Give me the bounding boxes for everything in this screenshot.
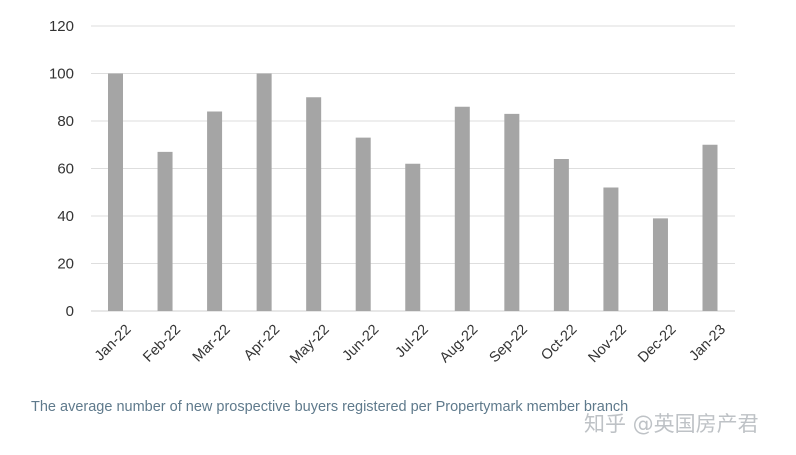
bar-may-22: [306, 97, 322, 311]
x-tick-label: Mar-22: [190, 322, 234, 366]
chart-caption: The average number of new prospective bu…: [31, 399, 629, 415]
x-tick-label: Nov-22: [586, 322, 630, 366]
x-tick-label: Sep-22: [486, 322, 530, 366]
y-tick-label: 20: [57, 256, 74, 273]
y-axis-ticks: 0 20 40 60 80 100 120: [49, 18, 74, 320]
y-tick-label: 80: [57, 113, 74, 130]
y-tick-label: 100: [49, 66, 74, 83]
y-tick-label: 120: [49, 18, 74, 35]
bar-nov-22: [603, 187, 619, 311]
x-tick-label: Jan-23: [686, 322, 729, 365]
bar-oct-22: [553, 159, 569, 311]
bar-jan-22: [108, 73, 123, 311]
bar-dec-22: [652, 218, 668, 311]
y-tick-label: 60: [57, 161, 74, 178]
bar-jul-22: [405, 163, 421, 311]
bar-sep-22: [504, 113, 520, 311]
bar-jun-22: [355, 137, 371, 311]
x-tick-label: Oct-22: [538, 322, 580, 364]
y-tick-label: 0: [66, 303, 74, 320]
bar-feb-22: [157, 151, 173, 311]
y-tick-label: 40: [57, 208, 74, 225]
x-tick-label: Jan-22: [92, 322, 135, 365]
x-tick-label: Apr-22: [241, 322, 283, 364]
bar-apr-22: [256, 73, 272, 311]
x-tick-label: Feb-22: [140, 322, 184, 366]
x-axis-ticks: Jan-22 Feb-22 Mar-22 Apr-22 May-22 Jun-22 Jul-…: [92, 322, 729, 368]
watermark: 知乎 @英国房产君: [584, 412, 759, 436]
bar-aug-22: [454, 106, 470, 311]
x-tick-label: Aug-22: [437, 322, 481, 366]
x-tick-label: May-22: [287, 322, 333, 368]
x-tick-label: Jul-22: [393, 322, 432, 361]
bars: [108, 73, 718, 311]
bar-jan-23: [702, 144, 718, 311]
x-tick-label: Jun-22: [340, 322, 383, 365]
bar-chart: 0 20 40 60 80 100 120 Jan-22 Feb-22 Mar-22 Apr-22…: [49, 18, 735, 368]
bar-mar-22: [207, 111, 223, 311]
x-tick-label: Dec-22: [635, 322, 679, 366]
